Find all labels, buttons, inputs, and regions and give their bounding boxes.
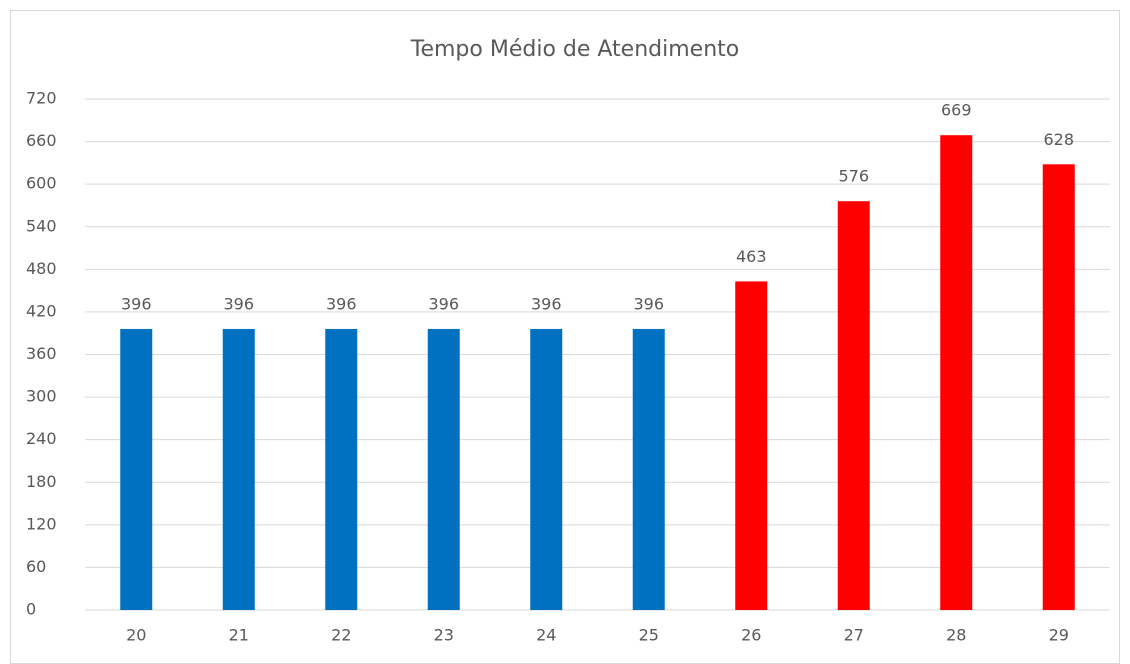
x-tick-label: 20: [126, 626, 146, 645]
data-label: 396: [531, 294, 562, 313]
x-tick-label: 25: [639, 626, 659, 645]
data-label: 396: [223, 294, 254, 313]
x-tick-label: 23: [434, 626, 454, 645]
y-tick-label: 660: [26, 131, 57, 150]
x-tick-label: 28: [946, 626, 966, 645]
data-label: 463: [736, 247, 767, 266]
data-label: 396: [633, 294, 664, 313]
bar: [120, 328, 153, 610]
chart-border: [10, 10, 1120, 664]
bar: [1042, 164, 1075, 611]
y-tick-label: 600: [26, 174, 57, 193]
y-tick-label: 240: [26, 429, 57, 448]
chart-title: Tempo Médio de Atendimento: [410, 37, 739, 62]
bar: [222, 328, 255, 610]
x-tick-label: 27: [844, 626, 864, 645]
bar: [735, 281, 768, 610]
data-label: 396: [121, 294, 152, 313]
bar: [427, 328, 460, 610]
y-tick-label: 480: [26, 259, 57, 278]
x-tick-label: 26: [741, 626, 761, 645]
y-tick-label: 360: [26, 344, 57, 363]
y-tick-label: 180: [26, 472, 57, 491]
y-tick-label: 720: [26, 89, 57, 108]
bar: [632, 328, 665, 610]
y-tick-label: 120: [26, 514, 57, 533]
data-label: 669: [941, 101, 972, 120]
y-tick-label: 540: [26, 216, 57, 235]
data-label: 576: [838, 167, 869, 186]
x-tick-label: 24: [536, 626, 556, 645]
bar: [837, 201, 870, 610]
x-tick-label: 29: [1049, 626, 1069, 645]
data-label: 396: [326, 294, 357, 313]
y-tick-label: 300: [26, 387, 57, 406]
bar: [530, 328, 563, 610]
x-tick-label: 21: [229, 626, 249, 645]
data-label: 628: [1043, 130, 1074, 149]
x-tick-label: 22: [331, 626, 351, 645]
y-tick-label: 60: [26, 557, 46, 576]
bar: [325, 328, 358, 610]
y-tick-label: 420: [26, 301, 57, 320]
data-label: 396: [428, 294, 459, 313]
bar: [940, 135, 973, 610]
y-tick-label: 0: [26, 600, 36, 619]
